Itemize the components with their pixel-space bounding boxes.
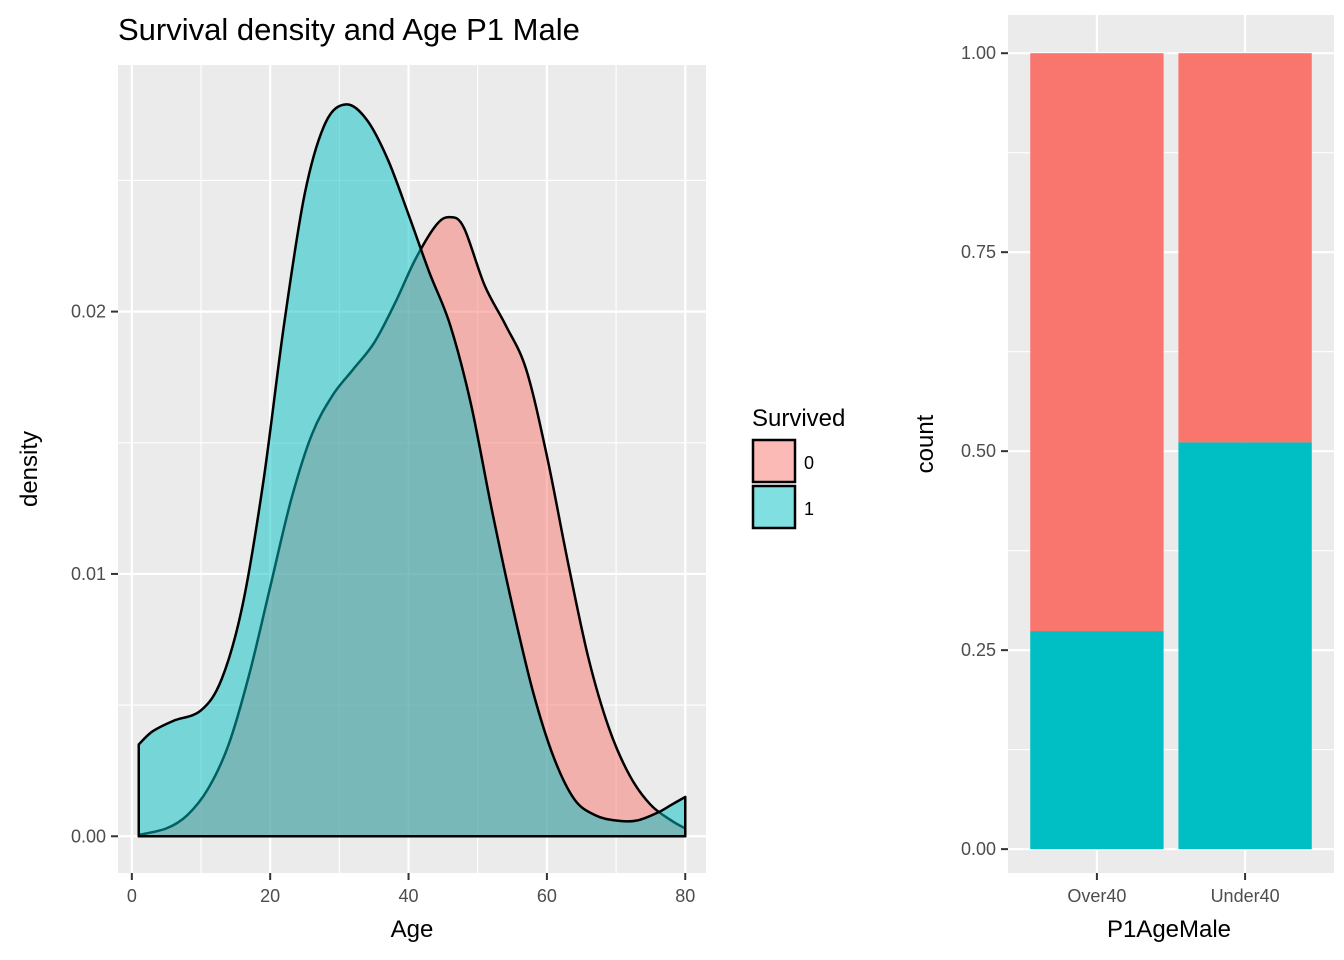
legend-key-survived-1 bbox=[751, 484, 797, 530]
density-x-tick-label: 40 bbox=[399, 886, 419, 906]
bar-x-axis-title: P1AgeMale bbox=[1107, 916, 1231, 943]
density-plot-title: Survival density and Age P1 Male bbox=[118, 12, 580, 47]
density-y-tick-label: 0.01 bbox=[71, 564, 106, 584]
bar-y-tick-label: 0.50 bbox=[961, 441, 996, 461]
legend-title: Survived bbox=[752, 405, 845, 432]
density-y-tick-label: 0.00 bbox=[71, 826, 106, 846]
density-y-axis: 0.00 0.01 0.02 bbox=[71, 302, 118, 846]
density-x-axis-title: Age bbox=[391, 916, 434, 943]
bar-segment-under40-survived-1 bbox=[1178, 442, 1312, 850]
density-x-tick-label: 20 bbox=[260, 886, 280, 906]
density-x-axis: 0 20 40 60 80 bbox=[127, 873, 695, 906]
bar-segment-over40-survived-0 bbox=[1030, 53, 1164, 632]
density-areas bbox=[137, 103, 687, 838]
bar-y-tick-label: 1.00 bbox=[961, 43, 996, 63]
bar-y-axis: 0.00 0.25 0.50 0.75 1.00 bbox=[961, 43, 1008, 859]
density-y-axis-title: density bbox=[16, 431, 43, 507]
density-x-tick-label: 0 bbox=[127, 886, 137, 906]
bar-x-tick-label: Over40 bbox=[1067, 886, 1126, 906]
bar-segment-over40-survived-1 bbox=[1030, 631, 1164, 850]
bar-x-tick-label: Under40 bbox=[1211, 886, 1280, 906]
density-x-tick-label: 80 bbox=[675, 886, 695, 906]
bar-segment-under40-survived-0 bbox=[1178, 53, 1312, 443]
bar-y-tick-label: 0.00 bbox=[961, 839, 996, 859]
bar-y-axis-title: count bbox=[912, 414, 939, 473]
bar-y-tick-label: 0.25 bbox=[961, 640, 996, 660]
density-area-survived-1 bbox=[137, 103, 687, 838]
bar-stacks bbox=[1030, 53, 1312, 850]
density-y-tick-label: 0.02 bbox=[71, 302, 106, 322]
bar-y-tick-label: 0.75 bbox=[961, 242, 996, 262]
legend-label-survived-1: 1 bbox=[804, 499, 814, 519]
legend-key-survived-0 bbox=[751, 438, 797, 484]
legend-label-survived-0: 0 bbox=[804, 453, 814, 473]
bar-x-axis: Over40 Under40 bbox=[1067, 873, 1280, 906]
legend: Survived 0 1 bbox=[751, 405, 845, 530]
density-x-tick-label: 60 bbox=[537, 886, 557, 906]
